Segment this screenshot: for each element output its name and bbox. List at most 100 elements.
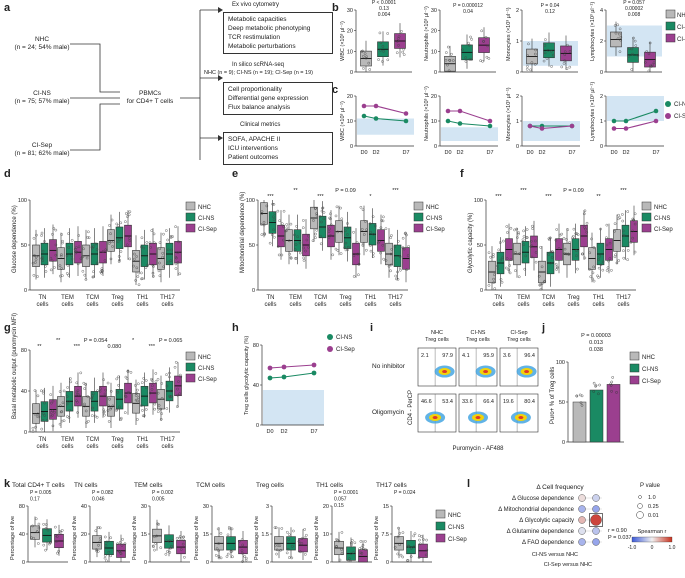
- e-box-point: [302, 259, 306, 262]
- k-box-point: [44, 523, 48, 526]
- b-box-point: [402, 53, 406, 56]
- g-box-point: [51, 409, 54, 413]
- e-box-point: [319, 242, 323, 246]
- g-box-point: [111, 404, 115, 408]
- c2-ytick-label: 0: [516, 144, 519, 150]
- f-box-point: [509, 226, 513, 230]
- d-box-point: [128, 257, 132, 261]
- d-box-point: [44, 265, 47, 268]
- e-box-point: [272, 215, 275, 219]
- i-col-label: Treg cells: [425, 337, 449, 343]
- e-box-point: [272, 203, 276, 206]
- c-point: [611, 118, 617, 124]
- g-box-point: [137, 396, 140, 399]
- d-xtick-label: Treg: [111, 295, 123, 301]
- e-box-point: [315, 228, 319, 232]
- h-ytick-label: 0: [256, 423, 259, 429]
- b2-ytick-label: 2: [516, 8, 519, 14]
- f-box-point: [509, 258, 513, 261]
- k-box-point: [348, 557, 351, 561]
- j-point: [609, 382, 613, 386]
- b-box-point: [445, 51, 448, 54]
- d-box-point: [158, 247, 162, 251]
- k-legend-swatch: [435, 533, 446, 543]
- f-box-point: [626, 249, 630, 252]
- d-box-point: [136, 275, 140, 278]
- k-box-point: [287, 538, 290, 541]
- i-ylabel: CD4 - PerCP: [408, 390, 414, 425]
- k-pvalue: P = 0.082: [92, 490, 114, 496]
- d-xtick-label: TH17: [160, 295, 175, 301]
- i-row-label: No inhibitor: [372, 363, 406, 370]
- g-pvalue: **: [56, 338, 61, 344]
- d-box-point: [61, 239, 64, 243]
- g-box-point: [90, 397, 93, 400]
- d-box-point: [92, 275, 95, 279]
- b2-ytick-label: 0: [516, 70, 519, 76]
- c-point: [653, 118, 659, 124]
- k-box-point: [42, 543, 46, 547]
- b-box-point: [643, 61, 647, 64]
- f-box-point: [508, 264, 511, 267]
- k-box-point: [217, 542, 220, 545]
- e-box-point: [313, 207, 317, 210]
- panel-label-a: a: [4, 2, 11, 14]
- k-box-point: [32, 537, 35, 540]
- k5-ytick-label: 0: [326, 560, 329, 566]
- k-title: TN cells: [74, 482, 98, 489]
- k-box-point: [164, 553, 168, 556]
- k-box-point: [56, 551, 59, 555]
- f-legend-label: CI-NS: [654, 216, 670, 222]
- f-box-point: [554, 262, 558, 266]
- k-box-point: [219, 556, 223, 560]
- e-box-point: [372, 252, 375, 255]
- j-bar: [606, 384, 621, 443]
- k0-ytick-label: 80: [19, 504, 25, 510]
- k-box-point: [292, 529, 295, 533]
- g-box-point: [86, 395, 90, 398]
- g-box-point: [96, 389, 99, 393]
- f-xtick-label: cells: [567, 302, 579, 308]
- d-box-point: [40, 257, 43, 260]
- f-box-point: [547, 253, 551, 256]
- k-box-point: [241, 560, 244, 563]
- e-box-point: [268, 241, 272, 245]
- l-dot: [578, 527, 586, 535]
- d-box-point: [132, 264, 135, 268]
- d-box-point: [126, 215, 129, 218]
- b-box-point: [618, 27, 622, 31]
- k-box-point: [241, 551, 244, 555]
- b-box-point: [619, 35, 623, 39]
- f-box-point: [534, 251, 538, 254]
- d-box-point: [128, 210, 132, 214]
- b-box-point: [452, 59, 455, 62]
- f-box-point: [575, 249, 578, 252]
- f-ytick-label: 0: [480, 288, 483, 294]
- g-box-point: [65, 395, 69, 398]
- l-dot: [578, 516, 586, 524]
- d-box-point: [119, 221, 123, 225]
- g-box-point: [91, 406, 95, 410]
- b-box-point: [485, 55, 489, 59]
- e-box-point: [382, 215, 385, 219]
- g-box-point: [125, 377, 129, 381]
- k-box-point: [95, 548, 98, 551]
- f-box-point: [617, 213, 620, 217]
- b-box-point: [361, 49, 364, 53]
- d-box-point: [162, 232, 165, 236]
- legend-b-label: CI-NS: [677, 25, 685, 31]
- e-box-point: [396, 278, 400, 281]
- f-box-point: [588, 268, 591, 271]
- d-legend-label: CI-Sep: [198, 227, 217, 233]
- f-box-point: [555, 265, 559, 268]
- k-title: TH1 cells: [316, 482, 344, 489]
- k-box-point: [37, 542, 40, 545]
- g-box-point: [127, 390, 130, 394]
- e-box-point: [405, 268, 408, 272]
- d-box-point: [158, 274, 162, 278]
- b-box-point: [469, 35, 472, 39]
- silico-box: Cell proportionality Differential gene e…: [223, 82, 333, 115]
- l-legend-size: [638, 495, 642, 499]
- k-title: Treg cells: [256, 482, 285, 489]
- c2-ytick-label: 2: [516, 94, 519, 100]
